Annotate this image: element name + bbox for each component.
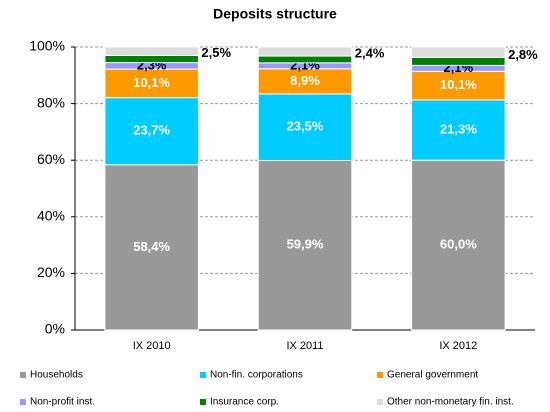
data-label: 10,1% [440, 77, 477, 92]
data-label: 2,4% [355, 45, 385, 60]
legend-label: Households [30, 370, 83, 381]
data-label: 10,1% [133, 75, 170, 90]
x-tick-label: IX 2012 [439, 340, 477, 352]
legend-swatch [200, 399, 206, 405]
y-tick-label: 0% [45, 321, 65, 337]
legend-swatch [377, 399, 383, 405]
legend-swatch [20, 372, 26, 378]
bar-segment [411, 159, 506, 331]
bar-segment [411, 70, 506, 101]
data-label: 60,0% [440, 237, 477, 252]
bar-segment [411, 56, 506, 66]
y-tick-label: 20% [37, 264, 65, 280]
bar-segment [104, 46, 199, 56]
chart-title: Deposits structure [213, 6, 337, 22]
y-tick-label: 60% [37, 151, 65, 167]
data-label: 59,9% [287, 237, 324, 252]
legend-label: Insurance corp. [210, 397, 279, 408]
bar-segment [257, 55, 353, 64]
legend-label: General government [387, 370, 478, 381]
bar-segment [104, 54, 199, 64]
bar-segment [104, 164, 199, 331]
data-label: 21,3% [440, 121, 477, 136]
data-label: 23,7% [133, 123, 170, 138]
legend-swatch [20, 399, 26, 405]
bar-segment [411, 99, 506, 161]
y-tick-label: 80% [37, 94, 65, 110]
legend-swatch [377, 372, 383, 378]
data-label: 58,4% [133, 239, 170, 254]
bar-segment [257, 46, 353, 57]
x-tick-label: IX 2011 [286, 340, 323, 352]
legend-swatch [200, 372, 206, 378]
legend-label: Other non-monetary fin. inst. [387, 397, 514, 408]
x-tick-label: IX 2010 [133, 340, 171, 352]
bar-segment [411, 46, 506, 58]
y-tick-label: 40% [37, 208, 65, 224]
bar-segment [257, 159, 353, 331]
data-label: 23,5% [287, 119, 324, 134]
legend-label: Non-profit inst. [30, 397, 95, 408]
data-label: 2,5% [201, 45, 231, 60]
y-tick-label: 100% [29, 38, 65, 54]
legend-label: Non-fin. corporations [210, 370, 303, 381]
data-label: 2,8% [508, 47, 538, 62]
data-label: 8,9% [290, 73, 320, 88]
